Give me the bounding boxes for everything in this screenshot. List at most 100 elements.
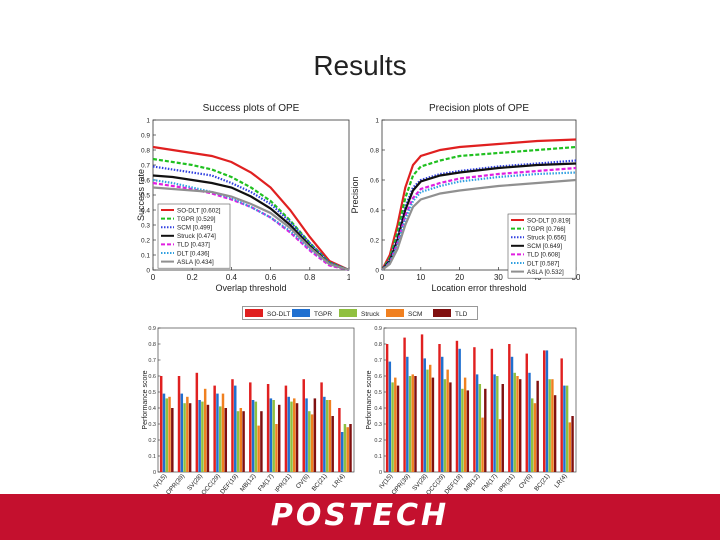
bar [565,385,569,472]
bar [328,400,332,472]
y-tick-label: 0.7 [148,358,156,364]
bar [498,419,502,472]
y-tick-label: 0.9 [148,326,156,332]
y-tick-label: 0.4 [148,406,156,412]
footer-bar: POSTECH [0,494,720,540]
legend-label: Struck [0.474] [177,233,216,240]
bar [426,369,429,472]
x-tick-label: 0.4 [226,273,238,282]
legend-swatch [386,309,404,317]
bar [231,379,234,472]
bar [446,369,449,472]
series-line [152,178,350,272]
bar [391,382,394,472]
bar [441,356,444,472]
bar [536,380,539,472]
y-tick-label: 0.8 [370,148,379,155]
bar [293,398,296,472]
series-line [381,159,577,271]
y-tick-label: 0.4 [374,406,382,412]
y-tick-label: 0.4 [141,208,150,215]
x-tick-label: OPR(39) [390,473,411,497]
y-tick-label: 0 [375,268,379,275]
bar [525,353,528,472]
legend-swatch [292,309,310,317]
x-tick-label: OV(6) [295,473,311,490]
bar [310,414,314,472]
legend-label: TGPR [314,311,332,318]
bar [478,384,482,472]
x-tick-label: FM(17) [257,473,275,493]
bar [287,396,290,472]
series-line [152,165,350,272]
bar [198,400,201,472]
bar-chart-success-panel: 0 0.1 0.2 0.3 0.4 0.5 0.6 0.7 0.8 0.9 Performance … [140,322,358,508]
bar [340,432,344,472]
bar [473,347,476,472]
bar [560,358,563,472]
bar [533,403,537,472]
bar [501,384,504,472]
y-axis-label: Precision [350,176,360,213]
precision-plot-panel: Precision plots of OPE0102030405000.20.4… [350,100,581,300]
y-tick-label: 0.1 [148,454,156,460]
bar [528,372,531,472]
bar [481,417,484,472]
y-axis-label: Success rate [136,169,146,221]
y-tick-label: 0.5 [148,390,156,396]
bar [224,408,228,472]
y-tick-label: 0.8 [148,342,156,348]
bar [428,364,432,472]
legend-label: SO-DLT [0.819] [527,217,571,224]
postech-logo: POSTECH [270,498,450,533]
y-tick-label: 0.7 [374,358,382,364]
bar [463,377,467,472]
bar [385,344,389,472]
legend-swatch [245,309,263,317]
y-tick-label: 0.7 [141,163,150,170]
y-tick-label: 0.3 [141,223,150,230]
x-tick-label: IPR(31) [274,473,293,494]
series-line [152,181,350,272]
bar [518,379,522,472]
bar [423,358,426,472]
x-tick-label: DEF(19) [443,473,464,496]
bar [239,408,243,472]
x-tick-label: MB(12) [463,473,482,493]
legend-label: SCM [0.499] [177,225,212,232]
bar [449,382,452,472]
y-tick-label: 0 [146,268,150,275]
legend-label: SCM [0.649] [527,243,562,250]
chart-title: Precision plots of OPE [429,103,529,114]
bar-chart-precision: 0 0.1 0.2 0.3 0.4 0.5 0.6 0.7 0.8 0.9 Performance … [366,326,577,497]
bar [180,393,184,472]
y-tick-label: 0.8 [374,342,382,348]
x-tick-label: 0.6 [265,273,277,282]
bar [431,377,435,472]
bar [159,376,163,472]
bar [516,376,519,472]
bar [388,361,392,472]
bar [249,382,252,472]
x-tick-label: 0.8 [304,273,316,282]
series-line [381,145,577,271]
bar [234,385,237,472]
y-tick-label: 0.3 [374,422,382,428]
bar [553,395,557,472]
bar [438,344,441,472]
bar [475,374,479,472]
bar [490,348,494,472]
x-tick-label: 10 [416,273,425,282]
bar [272,400,275,472]
legend-swatch [433,309,451,317]
bar [323,396,326,472]
bar [571,416,574,472]
bar [295,403,299,472]
bar [484,388,487,472]
legend-label: TGPR [0.529] [177,216,216,223]
legend-label: Struck [361,311,380,318]
y-tick-label: 0.9 [141,133,150,140]
bar [201,401,204,472]
bar [277,404,281,472]
y-tick-label: 0 [153,470,156,476]
